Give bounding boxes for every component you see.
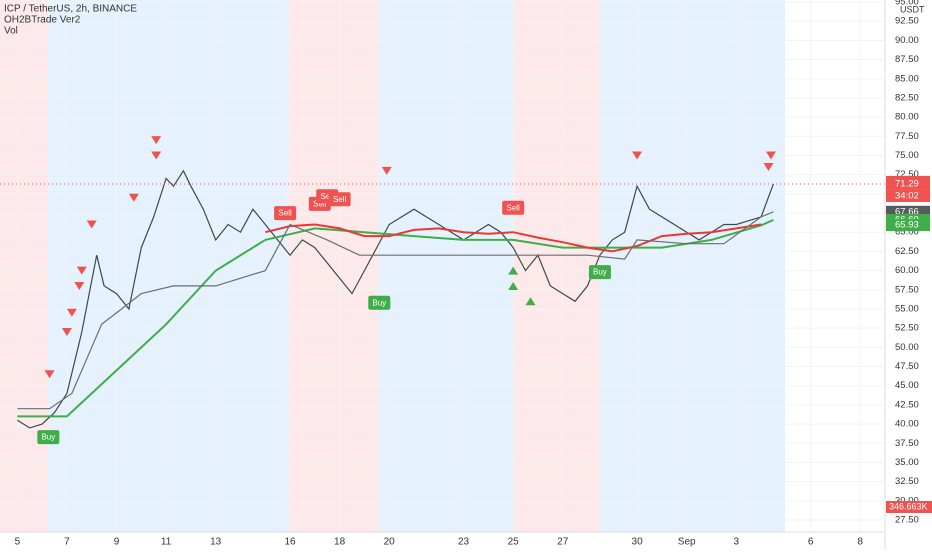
signal-triangle bbox=[151, 136, 162, 145]
x-tick-label: 11 bbox=[161, 537, 172, 548]
series-line bbox=[17, 169, 774, 429]
y-tick-label: 55.00 bbox=[895, 303, 919, 314]
signal-triangle bbox=[44, 370, 55, 379]
signal-triangle bbox=[61, 327, 72, 336]
y-tick-label: 50.00 bbox=[895, 342, 919, 353]
x-tick-label: 7 bbox=[64, 537, 70, 548]
signal-band bbox=[513, 0, 600, 532]
y-tick-label: 35.00 bbox=[895, 457, 919, 468]
volume-tag-box bbox=[886, 501, 932, 513]
y-tick-label: 47.50 bbox=[895, 361, 919, 372]
x-tick-label: 30 bbox=[632, 537, 644, 548]
signal-triangle bbox=[508, 266, 519, 275]
y-tick-label: 80.00 bbox=[895, 112, 919, 123]
signal-triangle bbox=[632, 151, 643, 160]
x-tick-label: Sep bbox=[678, 537, 696, 548]
y-tick-label: 40.00 bbox=[895, 419, 919, 430]
signal-triangle bbox=[128, 193, 139, 202]
signal-label-box bbox=[328, 192, 351, 207]
signal-label-box bbox=[37, 430, 60, 445]
bands bbox=[0, 0, 786, 532]
x-tick-label: 13 bbox=[210, 537, 222, 548]
y-tick-label: 77.50 bbox=[895, 131, 919, 142]
y-tick-label: 72.50 bbox=[895, 169, 919, 180]
signal-label: Sell bbox=[278, 209, 292, 218]
price-tag-label: 71.29 bbox=[895, 178, 919, 189]
grid bbox=[0, 0, 885, 532]
y-tick-label: 30.00 bbox=[895, 495, 919, 506]
x-tick-label: 3 bbox=[733, 537, 739, 548]
signal-band bbox=[48, 0, 288, 532]
signal-band bbox=[287, 0, 379, 532]
y-tick-label: 32.50 bbox=[895, 476, 919, 487]
y-tick-label: 75.00 bbox=[895, 150, 919, 161]
y-tick-label: 60.00 bbox=[895, 265, 919, 276]
y-tick-label: 87.50 bbox=[895, 54, 919, 65]
signal-triangle bbox=[151, 151, 162, 160]
series-line bbox=[17, 218, 774, 418]
signal-label: Buy bbox=[372, 298, 386, 307]
x-tick-label: 25 bbox=[508, 537, 520, 548]
y-tick-label: 57.50 bbox=[895, 284, 919, 295]
y-tick-label: 42.50 bbox=[895, 399, 919, 410]
signal-triangle bbox=[381, 166, 392, 175]
signal-triangle bbox=[765, 151, 776, 160]
signal-label-box bbox=[588, 265, 611, 280]
volume-tag: 346.663K bbox=[889, 501, 928, 511]
price-tag-box bbox=[886, 177, 930, 190]
signal-label-box bbox=[502, 200, 525, 215]
price-tag-label: 65.93 bbox=[895, 220, 919, 231]
y-tick-label: 95.00 bbox=[895, 0, 919, 8]
countdown-box bbox=[886, 189, 930, 202]
price-tag-box bbox=[886, 219, 930, 232]
header-title: ICP / TetherUS, 2h, BINANCE bbox=[4, 4, 137, 15]
y-tick-label: 82.50 bbox=[895, 92, 919, 103]
y-tick-label: 85.00 bbox=[895, 73, 919, 84]
series-line bbox=[265, 223, 762, 253]
signal-label: Sell bbox=[333, 195, 347, 204]
currency: USDT bbox=[900, 4, 925, 14]
volume-name: Vol bbox=[4, 26, 18, 37]
signal-band bbox=[599, 0, 786, 532]
signal-label: Sell bbox=[506, 203, 520, 212]
price-tag-label: 67.66 bbox=[895, 206, 919, 217]
y-tick-label: 65.00 bbox=[895, 227, 919, 238]
signal-label-box bbox=[368, 295, 391, 310]
x-tick-label: 5 bbox=[15, 537, 21, 548]
x-tick-label: 16 bbox=[284, 537, 296, 548]
y-tick-label: 62.50 bbox=[895, 246, 919, 257]
signal-band bbox=[378, 0, 514, 532]
signal-label: Sell bbox=[313, 199, 327, 208]
signal-triangle bbox=[66, 308, 77, 317]
y-tick-label: 37.50 bbox=[895, 438, 919, 449]
y-tick-label: 52.50 bbox=[895, 323, 919, 334]
x-tick-label: 27 bbox=[557, 537, 569, 548]
signal-triangle bbox=[763, 162, 774, 171]
signal-label: Sell bbox=[321, 192, 335, 201]
x-tick-label: 9 bbox=[114, 537, 120, 548]
y-tick-label: 27.50 bbox=[895, 515, 919, 526]
signal-triangle bbox=[525, 297, 536, 306]
x-tick-label: 8 bbox=[857, 537, 863, 548]
x-tick-label: 18 bbox=[334, 537, 346, 548]
countdown: 34:02 bbox=[895, 190, 919, 201]
x-tick-label: 6 bbox=[808, 537, 814, 548]
series-line bbox=[17, 211, 774, 410]
signal-band bbox=[0, 0, 49, 532]
signal-label-box bbox=[274, 206, 297, 221]
x-tick-label: 23 bbox=[458, 537, 470, 548]
y-tick-label: 45.00 bbox=[895, 380, 919, 391]
signal-label: Buy bbox=[41, 433, 55, 442]
y-tick-label: 92.50 bbox=[895, 16, 919, 27]
signal-triangle bbox=[86, 220, 97, 229]
y-tick-label: 90.00 bbox=[895, 35, 919, 46]
indicator-name: OH2BTrade Ver2 bbox=[4, 15, 81, 26]
signal-triangle bbox=[74, 281, 85, 290]
signal-triangle bbox=[76, 266, 87, 275]
signal-label: Buy bbox=[593, 268, 607, 277]
signal-triangle bbox=[508, 281, 519, 290]
x-tick-label: 20 bbox=[384, 537, 396, 548]
